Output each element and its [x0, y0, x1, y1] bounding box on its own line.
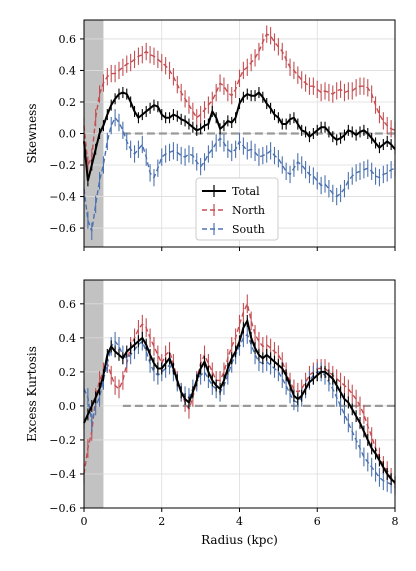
y-tick-label: 0.0 — [59, 400, 77, 413]
legend: Total North South — [195, 177, 279, 241]
panel-2: 0 2 4 6 8 −0.6 −0.4 −0.2 0.0 0.2 0.4 0.6 Excess Kurt… — [25, 279, 399, 547]
y-tick-label: −0.4 — [49, 191, 76, 204]
y-tick-label: 0.4 — [59, 64, 77, 77]
y-tick-label: 0.2 — [59, 96, 77, 109]
legend-label: North — [232, 204, 265, 217]
x-axis-label: Radius (kpc) — [201, 533, 278, 547]
legend-item-total: Total — [202, 185, 260, 198]
y-tick-label: 0.6 — [59, 33, 77, 46]
y-tick-label: 0.2 — [59, 366, 77, 379]
y-tick-label: 0.0 — [59, 128, 77, 141]
y-tick-label: −0.2 — [49, 159, 76, 172]
y-tick-label: 0.6 — [59, 298, 77, 311]
x-tick-label: 4 — [236, 515, 243, 528]
y-tick-label: −0.6 — [49, 222, 76, 235]
x-tick-label: 8 — [392, 515, 399, 528]
legend-item-south: South — [202, 223, 265, 236]
y-tick-label: 0.4 — [59, 332, 77, 345]
series-south — [83, 109, 396, 240]
x-tick-label: 2 — [158, 515, 165, 528]
y-tick-label: −0.2 — [49, 434, 76, 447]
y-axis-label: Skewness — [25, 103, 39, 163]
legend-box — [195, 177, 279, 241]
series-line-total — [83, 91, 396, 182]
series-line-total — [83, 318, 396, 484]
x-tick-label: 6 — [314, 515, 321, 528]
legend-label: Total — [232, 185, 260, 198]
series-line-south — [83, 116, 396, 232]
x-tick-label: 0 — [81, 515, 88, 528]
shaded-region — [84, 280, 104, 508]
panel-1: −0.6 −0.4 −0.2 0.0 0.2 0.4 0.6 Skewness Total Nor… — [25, 19, 396, 251]
y-axis-label: Excess Kurtosis — [25, 346, 39, 442]
y-tick-label: −0.4 — [49, 468, 76, 481]
series-line-north — [83, 301, 396, 485]
legend-item-north: North — [202, 204, 265, 217]
legend-label: South — [232, 223, 265, 236]
y-tick-label: −0.6 — [49, 502, 76, 515]
